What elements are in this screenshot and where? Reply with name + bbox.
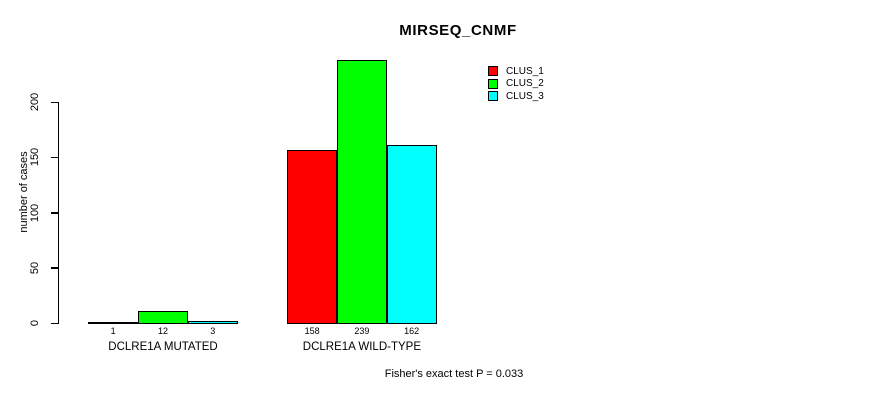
y-axis-tick	[51, 212, 58, 214]
legend-label: CLUS_1	[506, 65, 544, 77]
legend-swatch-icon	[488, 91, 498, 102]
y-axis-tick	[51, 101, 58, 104]
category-label: DCLRE1A WILD-TYPE	[302, 341, 422, 353]
legend-label: CLUS_2	[506, 78, 544, 90]
legend: CLUS_1 CLUS_2 CLUS_3	[488, 65, 544, 103]
y-axis-tick-label: 50	[29, 261, 41, 275]
legend-item-clus_3: CLUS_3	[488, 90, 544, 103]
legend-swatch-icon	[488, 78, 498, 89]
bar-value-label: 1	[110, 326, 116, 336]
y-axis-tick-label: 0	[29, 320, 41, 327]
annotation-text: Fisher's exact test P = 0.033	[384, 368, 524, 380]
category-label: DCLRE1A MUTATED	[108, 341, 218, 353]
bar-value-label: 158	[304, 326, 320, 336]
y-axis-tick-label: 100	[29, 203, 41, 222]
legend-item-clus_1: CLUS_1	[488, 65, 544, 78]
y-axis-line	[58, 101, 60, 325]
bar-clus_1-group1	[88, 322, 139, 325]
bar-clus_3-group1	[187, 320, 238, 325]
bar-clus_3-group2	[386, 145, 437, 325]
bar-value-label: 239	[354, 326, 370, 336]
y-axis-tick	[51, 267, 58, 269]
bar-value-label: 3	[210, 326, 216, 336]
bar-clus_2-group2	[337, 60, 387, 325]
bar-value-label: 162	[404, 326, 420, 336]
y-axis-tick	[51, 156, 58, 159]
legend-label: CLUS_3	[506, 90, 544, 102]
bar-clus_1-group2	[287, 149, 337, 325]
bar-value-label: 12	[157, 326, 169, 336]
y-axis-tick-label: 200	[29, 93, 41, 112]
chart-title: MIRSEQ_CNMF	[399, 22, 517, 39]
y-axis-tick-label: 150	[29, 148, 41, 167]
y-axis-tick	[51, 322, 58, 325]
legend-item-clus_2: CLUS_2	[488, 78, 544, 91]
bar-clus_2-group1	[138, 310, 188, 325]
legend-swatch-icon	[488, 66, 498, 77]
